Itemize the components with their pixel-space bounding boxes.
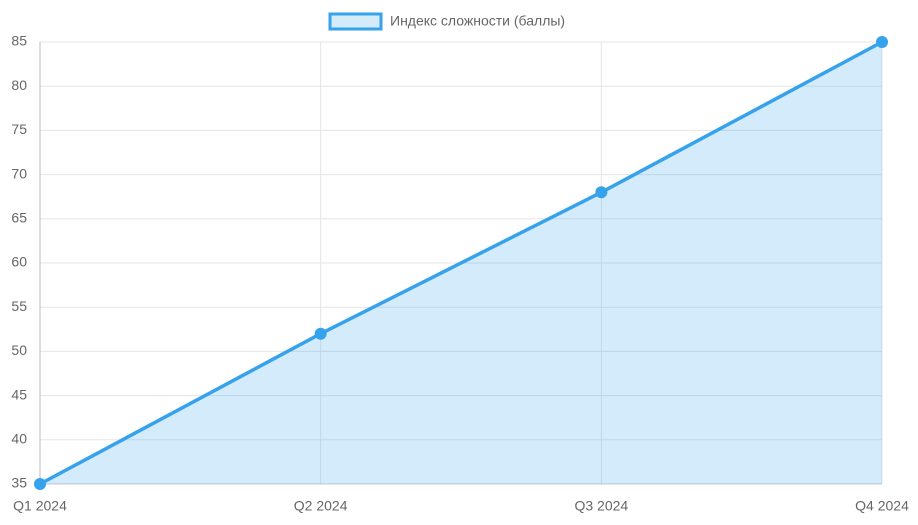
point xyxy=(34,478,46,490)
y-tick-label: 70 xyxy=(11,165,27,181)
y-tick-label: 80 xyxy=(11,77,27,93)
x-tick-label: Q1 2024 xyxy=(13,498,67,514)
legend-label: Индекс сложности (баллы) xyxy=(390,13,565,29)
point xyxy=(314,327,327,340)
y-tick-label: 35 xyxy=(11,475,27,491)
y-tick-label: 50 xyxy=(11,342,27,358)
y-tick-label: 85 xyxy=(11,33,27,49)
x-tick-label: Q4 2024 xyxy=(855,498,909,514)
x-tick-label: Q2 2024 xyxy=(294,498,348,514)
y-tick-label: 60 xyxy=(11,254,27,270)
y-tick-label: 75 xyxy=(11,121,27,137)
y-tick-label: 45 xyxy=(11,386,27,402)
line xyxy=(39,40,883,486)
point xyxy=(876,36,888,48)
y-tick-label: 40 xyxy=(11,431,27,447)
y-tick-label: 55 xyxy=(11,298,27,314)
legend-swatch xyxy=(328,12,383,31)
x-tick-label: Q3 2024 xyxy=(574,498,628,514)
point xyxy=(595,186,608,199)
y-tick-label: 65 xyxy=(11,210,27,226)
